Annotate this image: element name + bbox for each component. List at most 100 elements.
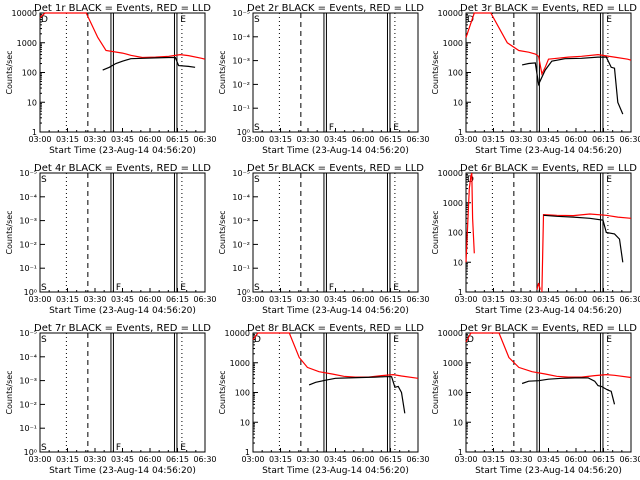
panel-title: Det 1r BLACK = Events, RED = LLD <box>34 3 211 14</box>
y-tick-label: 10⁰ <box>237 288 250 297</box>
panel-1: Det 1r BLACK = Events, RED = LLD 03:00 03:… <box>5 3 217 156</box>
panel-title: Det 5r BLACK = Events, RED = LLD <box>247 163 424 174</box>
x-tick-label: 03:30 <box>509 135 532 144</box>
events-series-line <box>543 214 624 263</box>
y-tick-label: 10⁻⁴ <box>232 193 250 202</box>
y-tick-label: 10000 <box>438 169 463 178</box>
x-tick-label: 03:30 <box>83 295 106 304</box>
lld-series-line <box>541 213 632 293</box>
y-axis-title: Counts/sec <box>431 370 440 414</box>
y-tick-label: 10000 <box>225 329 250 338</box>
x-tick-label: 03:15 <box>269 455 292 464</box>
events-series-line <box>308 376 406 414</box>
x-tick-label: 03:15 <box>482 135 505 144</box>
x-tick-label: 03:45 <box>324 455 347 464</box>
x-tick-label: 03:15 <box>482 295 505 304</box>
y-tick-label: 100 <box>22 69 37 78</box>
x-axis-title: Start Time (23-Aug-14 04:56:20) <box>475 466 622 476</box>
flag-marker: E <box>606 335 612 345</box>
y-tick-label: 10⁻² <box>232 80 250 89</box>
flag-marker: E <box>606 175 612 185</box>
panel-9: Det 9r BLACK = Events, RED = LLD 03:00 03:… <box>431 323 640 476</box>
panel-marker-top: S <box>254 15 260 25</box>
lld-series-line <box>465 172 475 263</box>
panel-marker-top: D <box>467 335 474 345</box>
x-axis-title: Start Time (23-Aug-14 04:56:20) <box>262 466 409 476</box>
y-tick-label: 10⁰ <box>237 128 250 137</box>
x-tick-label: 06:00 <box>564 135 587 144</box>
y-tick-label: 10⁻² <box>19 400 37 409</box>
y-tick-label: 10⁻⁵ <box>19 169 37 178</box>
x-tick-label: 03:15 <box>482 455 505 464</box>
x-tick-label: 03:00 <box>28 135 51 144</box>
plot-frame <box>39 12 206 133</box>
y-tick-label: 10⁻³ <box>232 57 250 66</box>
y-tick-label: 10⁻⁴ <box>19 353 37 362</box>
y-tick-label: 10 <box>27 98 37 107</box>
events-series-line <box>102 56 196 71</box>
panel-title: Det 3r BLACK = Events, RED = LLD <box>460 3 637 14</box>
x-tick-label: 06:00 <box>351 295 374 304</box>
flag-marker: E <box>393 283 399 293</box>
x-tick-label: 03:15 <box>56 295 79 304</box>
x-tick-label: 03:45 <box>537 455 560 464</box>
x-axis-title: Start Time (23-Aug-14 04:56:20) <box>49 466 196 476</box>
x-tick-label: 03:45 <box>324 135 347 144</box>
events-series-line <box>521 377 616 405</box>
flag-marker: E <box>180 283 186 293</box>
y-tick-label: 1 <box>245 448 250 457</box>
x-tick-label: 03:45 <box>324 295 347 304</box>
panel-marker-bottom: S <box>41 443 47 453</box>
y-axis-title: Counts/sec <box>218 210 227 254</box>
panel-marker-top: S <box>41 175 47 185</box>
x-tick-label: 03:45 <box>537 135 560 144</box>
x-tick-label: 06:15 <box>379 135 402 144</box>
panel-title: Det 4r BLACK = Events, RED = LLD <box>34 163 211 174</box>
x-tick-label: 06:30 <box>619 295 640 304</box>
flag-marker: F <box>116 443 121 453</box>
x-tick-label: 06:15 <box>166 295 189 304</box>
y-tick-label: 10⁻³ <box>19 377 37 386</box>
y-tick-label: 10 <box>240 418 250 427</box>
flag-marker: E <box>606 15 612 25</box>
panel-8: Det 8r BLACK = Events, RED = LLD 03:00 03:… <box>218 323 430 476</box>
y-tick-label: 1 <box>458 288 463 297</box>
y-tick-label: 10⁻¹ <box>232 104 250 113</box>
panel-6: Det 6r BLACK = Events, RED = LLD 03:00 03:… <box>431 163 640 316</box>
x-tick-label: 03:00 <box>454 455 477 464</box>
y-tick-label: 1000 <box>443 199 463 208</box>
x-tick-label: 06:00 <box>351 135 374 144</box>
flag-marker: E <box>180 15 186 25</box>
plot-frame <box>252 12 419 133</box>
y-tick-label: 100 <box>235 389 250 398</box>
x-tick-label: 03:30 <box>83 455 106 464</box>
x-tick-label: 03:15 <box>269 295 292 304</box>
x-axis-title: Start Time (23-Aug-14 04:56:20) <box>262 306 409 316</box>
y-tick-label: 10 <box>453 98 463 107</box>
panel-4: Det 4r BLACK = Events, RED = LLD 03:00 03:… <box>5 163 217 316</box>
flag-marker: E <box>180 443 186 453</box>
y-axis-title: Counts/sec <box>5 210 14 254</box>
x-tick-label: 06:15 <box>592 295 615 304</box>
x-tick-label: 06:30 <box>406 455 429 464</box>
x-axis-title: Start Time (23-Aug-14 04:56:20) <box>262 146 409 156</box>
flag-marker: E <box>393 123 399 133</box>
panel-title: Det 2r BLACK = Events, RED = LLD <box>247 3 424 14</box>
y-axis-title: Counts/sec <box>218 370 227 414</box>
plot-frame <box>465 332 632 453</box>
x-tick-label: 06:30 <box>193 135 216 144</box>
x-tick-label: 03:30 <box>509 455 532 464</box>
flag-marker: F <box>329 123 334 133</box>
panel-marker-top: S <box>254 175 260 185</box>
x-tick-label: 03:45 <box>537 295 560 304</box>
y-tick-label: 100 <box>448 229 463 238</box>
plot-frame <box>465 12 632 133</box>
y-tick-label: 10⁻² <box>19 240 37 249</box>
y-tick-label: 10⁻⁴ <box>19 193 37 202</box>
panel-marker-top: D <box>254 335 261 345</box>
panel-marker-top: S <box>41 335 47 345</box>
plot-frame <box>252 332 419 453</box>
panel-title: Det 7r BLACK = Events, RED = LLD <box>34 323 211 334</box>
x-tick-label: 06:00 <box>138 295 161 304</box>
